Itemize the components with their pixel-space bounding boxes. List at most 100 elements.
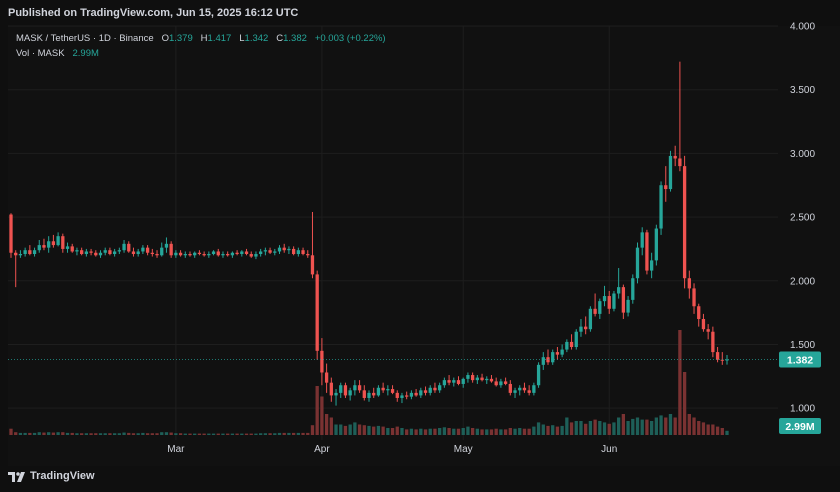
candle	[61, 233, 65, 253]
volume-bar	[348, 424, 352, 435]
candle-body	[334, 392, 338, 396]
candle	[720, 352, 724, 365]
volume-bar	[259, 433, 263, 435]
candle-body	[268, 250, 272, 253]
volume-bar	[197, 433, 202, 435]
candle	[164, 237, 169, 253]
candle	[127, 241, 131, 253]
volume-bar	[588, 421, 593, 435]
volume-bar	[428, 428, 432, 435]
volume-bar	[584, 423, 588, 435]
candle	[381, 382, 385, 393]
candle	[94, 250, 98, 257]
volume-bar	[711, 424, 715, 435]
volume-bar	[673, 417, 677, 435]
volume-bar	[612, 422, 616, 435]
candle-body	[400, 395, 404, 398]
candle	[508, 380, 512, 396]
candle	[659, 181, 663, 235]
candle-body	[551, 352, 555, 363]
candle	[617, 268, 621, 299]
x-tick-label: Jun	[601, 444, 617, 455]
volume-bar	[668, 414, 673, 435]
volume-bar	[268, 433, 272, 435]
volume-bar	[617, 417, 621, 435]
candle	[428, 385, 432, 396]
volume-bar	[659, 415, 663, 435]
candle	[315, 270, 319, 360]
volume-bar	[75, 433, 79, 435]
candle-body	[112, 251, 117, 255]
candle	[400, 392, 404, 404]
candle-body	[480, 377, 484, 381]
candle	[103, 247, 107, 256]
candle-body	[715, 352, 720, 360]
tradingview-brand[interactable]: TradingView	[30, 470, 95, 482]
candle-body	[475, 377, 479, 381]
volume-bar	[70, 432, 74, 435]
volume-bar	[131, 433, 136, 435]
candle-body	[584, 326, 588, 330]
candle-body	[343, 385, 348, 396]
candle	[584, 316, 588, 335]
candle-body	[136, 251, 140, 255]
volume-bar	[65, 432, 70, 435]
candle	[226, 251, 230, 257]
volume-bar	[395, 426, 399, 435]
candle-body	[527, 390, 531, 393]
volume-bar	[14, 432, 18, 435]
candle-body	[141, 247, 145, 252]
volume-bar	[376, 425, 381, 435]
candle	[621, 284, 626, 319]
candle-body	[127, 243, 131, 252]
volume-bar	[485, 429, 489, 435]
candle-body	[447, 380, 451, 383]
candle-body	[193, 252, 197, 256]
candle-body	[659, 185, 663, 229]
candle-body	[555, 352, 560, 355]
x-tick-label: May	[454, 444, 473, 455]
candle-body	[207, 254, 211, 256]
candle	[376, 385, 381, 397]
candle-body	[682, 166, 687, 279]
candle-body	[579, 326, 583, 332]
volume-bar	[282, 432, 286, 435]
volume-bar	[89, 433, 93, 435]
candle	[254, 251, 258, 260]
volume-bar	[145, 433, 150, 435]
volume-bar	[235, 433, 239, 435]
volume-bar	[569, 422, 574, 435]
candle-body	[494, 381, 498, 386]
volume-bar	[593, 419, 597, 435]
candle-body	[664, 185, 668, 190]
candle	[249, 251, 253, 258]
candle	[612, 290, 616, 312]
candle	[32, 247, 37, 257]
candle-body	[466, 375, 470, 379]
volume-bar	[23, 432, 27, 435]
candle-body	[178, 252, 183, 256]
candle-body	[164, 243, 169, 248]
candle	[635, 242, 640, 284]
volume-bar	[28, 432, 32, 435]
volume-bar	[654, 417, 658, 435]
volume-bar	[301, 432, 305, 435]
candle	[687, 270, 691, 299]
candle-body	[108, 250, 112, 255]
candle-body	[80, 250, 84, 255]
candle-body	[593, 308, 597, 314]
volume-bar	[211, 433, 216, 435]
volume-bar	[409, 428, 414, 435]
candle	[602, 285, 607, 307]
volume-legend: Vol · MASK 2.99M	[16, 48, 99, 59]
candle-body	[687, 278, 691, 289]
candle-body	[282, 247, 286, 251]
candle	[405, 391, 409, 400]
candle	[569, 334, 574, 350]
candle-body	[61, 236, 65, 249]
candle	[37, 240, 41, 253]
candle	[706, 324, 710, 340]
candle	[188, 251, 192, 257]
candle	[282, 243, 286, 253]
